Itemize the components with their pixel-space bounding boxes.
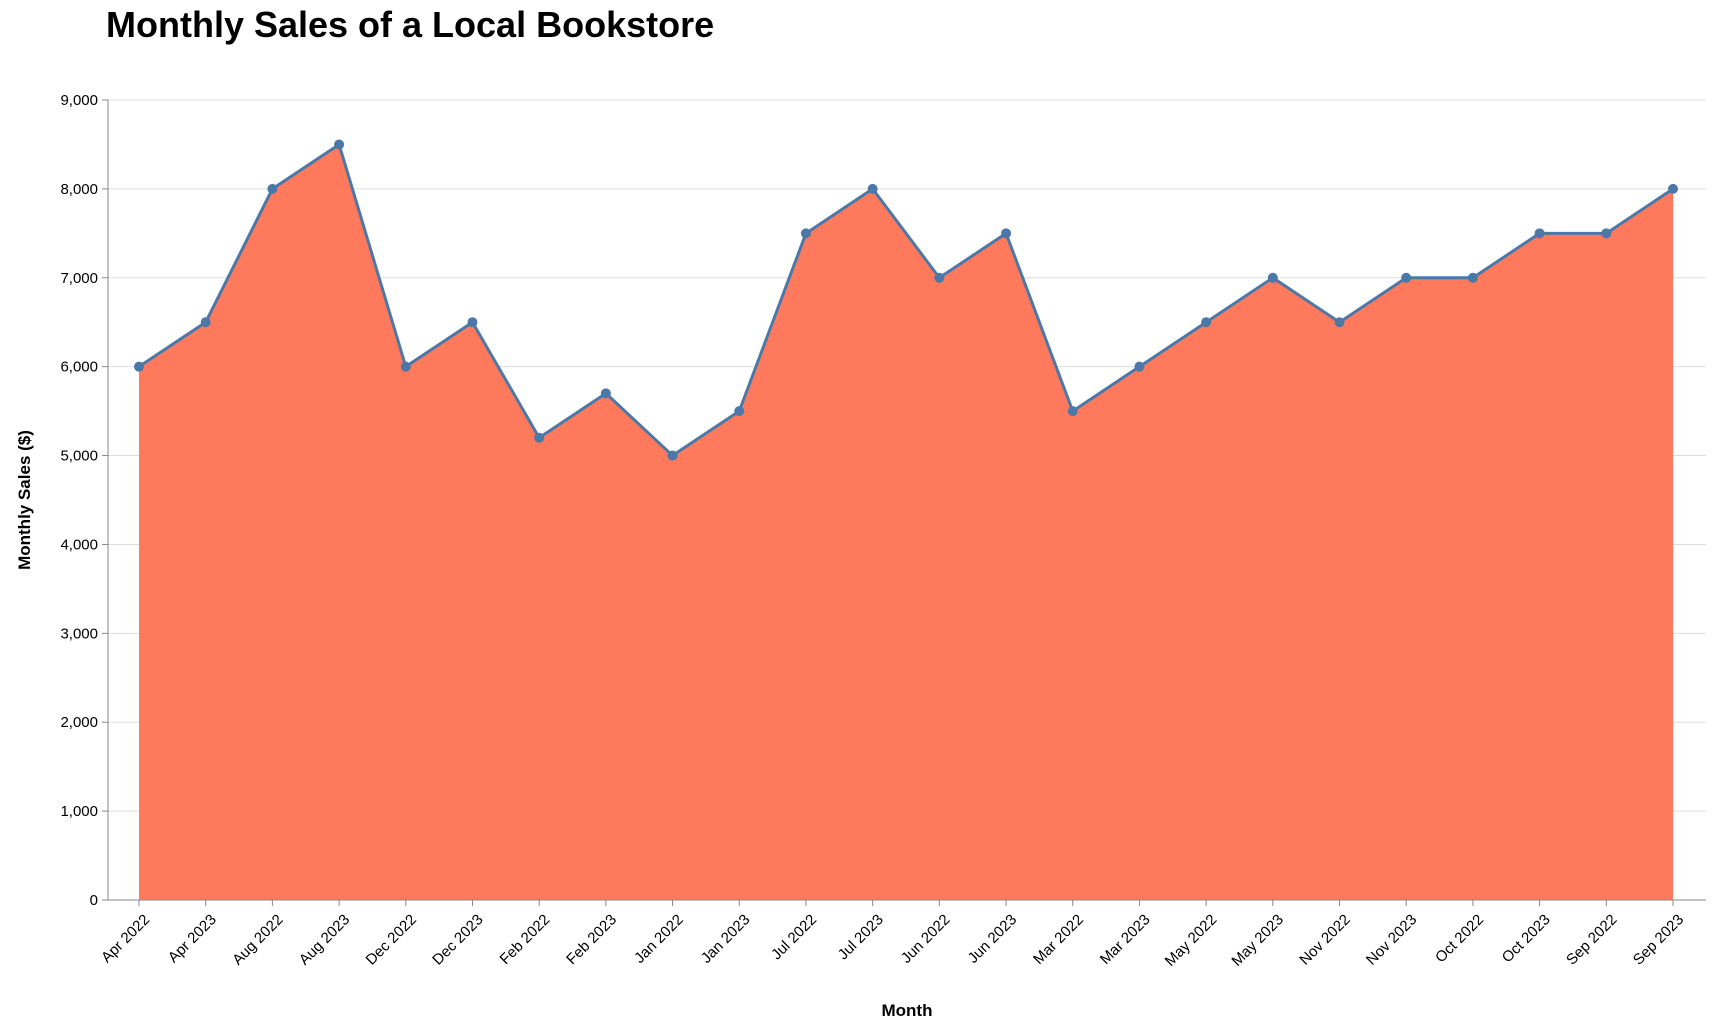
x-tick-label: Aug 2023 [296, 911, 353, 968]
data-point [734, 406, 745, 417]
y-tick-label: 9,000 [60, 92, 98, 109]
x-tick-label: Nov 2023 [1363, 911, 1420, 968]
data-point [334, 139, 345, 150]
x-axis-title: Month [882, 1001, 933, 1020]
x-tick-label: Dec 2022 [363, 911, 420, 968]
data-point [667, 450, 678, 461]
x-tick-label: May 2023 [1228, 911, 1287, 970]
y-tick-label: 1,000 [60, 803, 98, 820]
x-tick-label: Jul 2022 [768, 911, 820, 963]
x-tick-label: Mar 2022 [1030, 911, 1087, 968]
data-point [467, 317, 478, 328]
x-tick-label: Jul 2023 [835, 911, 887, 963]
x-tick-label: Feb 2023 [563, 911, 620, 968]
data-point [1401, 272, 1412, 283]
x-tick-label: Apr 2023 [165, 911, 220, 966]
y-axis-title: Monthly Sales ($) [15, 430, 34, 570]
data-point [1134, 361, 1145, 372]
y-tick-label: 4,000 [60, 536, 98, 553]
y-tick-label: 7,000 [60, 270, 98, 287]
x-tick-label: Jun 2023 [965, 911, 1021, 967]
data-point [1467, 272, 1478, 283]
data-point [1067, 406, 1078, 417]
series-line [138, 142, 1674, 458]
y-tick-label: 6,000 [60, 359, 98, 376]
x-tick-label: Mar 2023 [1097, 911, 1154, 968]
x-tick-label: Aug 2022 [229, 911, 286, 968]
y-tick-label: 0 [90, 892, 98, 909]
point-layer [134, 139, 1678, 461]
data-point [1334, 317, 1345, 328]
data-point [1201, 317, 1212, 328]
x-tick-label: Sep 2022 [1563, 911, 1620, 968]
data-point [867, 183, 878, 194]
data-point [800, 228, 811, 239]
x-tick-label: Feb 2022 [497, 911, 554, 968]
x-tick-label: Jan 2022 [631, 911, 687, 967]
data-point [534, 432, 545, 443]
x-tick-label: Oct 2023 [1499, 911, 1554, 966]
data-point [1601, 228, 1612, 239]
x-tick-label: Jan 2023 [698, 911, 754, 967]
y-tick-label: 8,000 [60, 181, 98, 198]
area-fill [139, 144, 1673, 900]
data-point [1001, 228, 1012, 239]
x-tick-label: May 2022 [1162, 911, 1221, 970]
area-layer [138, 142, 1674, 900]
data-point [267, 183, 278, 194]
data-point [934, 272, 945, 283]
x-tick-label: Sep 2023 [1630, 911, 1687, 968]
data-point [1534, 228, 1545, 239]
y-tick-label: 3,000 [60, 625, 98, 642]
data-point [1668, 183, 1678, 194]
data-point [600, 388, 611, 399]
y-tick-label: 2,000 [60, 714, 98, 731]
x-tick-label: Oct 2022 [1432, 911, 1487, 966]
y-tick-label: 5,000 [60, 448, 98, 465]
data-point [1267, 272, 1278, 283]
x-tick-label: Apr 2022 [98, 911, 153, 966]
data-point [200, 317, 211, 328]
x-tick-label: Nov 2022 [1296, 911, 1353, 968]
data-point [400, 361, 411, 372]
chart-title: Monthly Sales of a Local Bookstore [106, 4, 715, 45]
x-tick-label: Dec 2023 [429, 911, 486, 968]
data-point [134, 361, 144, 372]
x-tick-label: Jun 2022 [898, 911, 954, 967]
